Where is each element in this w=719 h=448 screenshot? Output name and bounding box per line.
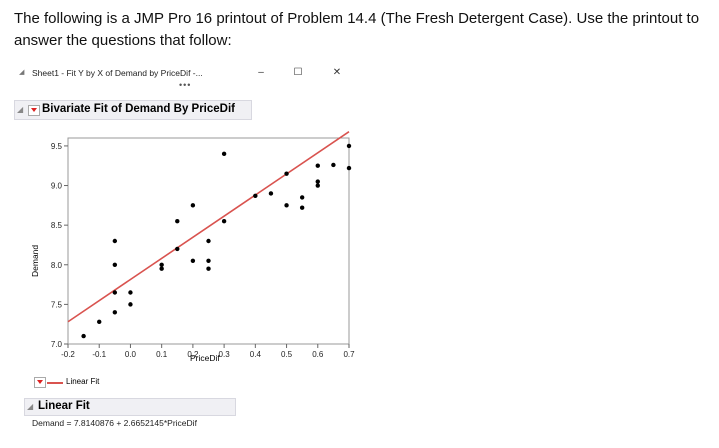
data-point (97, 319, 102, 325)
overflow-icon[interactable]: ••• (179, 80, 192, 90)
data-point (268, 191, 274, 196)
window-title: Sheet1 - Fit Y by X of Demand by PriceDi… (32, 68, 203, 78)
window-titlebar: ◢ Sheet1 - Fit Y by X of Demand by Price… (14, 62, 364, 84)
data-point (299, 205, 305, 210)
regression-fit-line (67, 131, 350, 323)
disclosure-triangle-icon[interactable]: ◢ (17, 105, 24, 114)
x-tick-label: 0.5 (281, 350, 293, 359)
x-tick-label: 0.3 (219, 350, 231, 359)
y-tick-label: 9.5 (51, 142, 63, 151)
data-point (253, 193, 258, 199)
x-tick-label: -0.2 (61, 350, 75, 359)
data-point (331, 162, 336, 168)
x-tick-label: 0.2 (187, 350, 199, 359)
minimize-button[interactable]: – (258, 67, 264, 78)
bivariate-section-header (14, 100, 252, 120)
linear-fit-menu-button[interactable] (34, 377, 46, 388)
data-point (206, 266, 211, 271)
data-point (159, 262, 164, 267)
intro-text: The following is a JMP Pro 16 printout o… (14, 10, 700, 49)
scatter-plot: 7.0 7.5 8.0 8.5 9.0 9.5 -0.2 -0.1 0.0 0.1 0.2 0.3 0… (51, 131, 355, 359)
x-tick-label: -0.1 (92, 350, 106, 359)
data-point (284, 171, 289, 176)
regression-equation: Demand = 7.8140876 + 2.6652145*PriceDif (32, 418, 197, 428)
data-point (299, 195, 305, 200)
linear-fit-title: Linear Fit (38, 400, 90, 412)
data-point (346, 143, 352, 149)
y-tick-label: 8.5 (51, 221, 63, 230)
legend-line-swatch (47, 382, 63, 384)
data-point (112, 262, 118, 267)
y-tick-label: 7.5 (51, 300, 63, 309)
linear-fit-disclosure-icon[interactable]: ◢ (27, 402, 34, 411)
data-point (175, 218, 180, 224)
jmp-app-icon: ◢ (19, 69, 25, 76)
legend-label: Linear Fit (66, 377, 100, 386)
data-point (190, 203, 196, 208)
x-tick-label: 0.0 (125, 350, 137, 359)
x-tick-label: 0.6 (312, 350, 324, 359)
x-tick-label: 0.1 (156, 350, 168, 359)
data-point (315, 183, 320, 188)
plot-frame (67, 137, 350, 345)
y-tick-label: 9.0 (51, 182, 63, 191)
x-tick-label: 0.4 (250, 350, 262, 359)
data-point (190, 258, 196, 264)
x-tick-label: 0.7 (343, 350, 355, 359)
data-point (206, 258, 211, 264)
bivariate-header-title: Bivariate Fit of Demand By PriceDif (42, 103, 235, 115)
red-triangle-menu-button[interactable] (28, 105, 40, 116)
data-point (315, 163, 320, 168)
linear-fit-section-header (24, 398, 236, 416)
jmp-report-window: ◢ Sheet1 - Fit Y by X of Demand by Price… (14, 62, 364, 442)
data-point (315, 179, 320, 184)
data-point (81, 333, 86, 339)
data-point (221, 151, 227, 157)
close-button[interactable]: ✕ (332, 67, 342, 78)
x-axis-label: PriceDif (190, 353, 220, 363)
data-point (112, 290, 118, 295)
maximize-button[interactable]: ☐ (293, 67, 303, 78)
y-tick-label: 8.0 (51, 261, 63, 270)
data-point (221, 218, 227, 224)
data-point (175, 246, 180, 252)
data-point (128, 290, 133, 295)
data-point (346, 165, 352, 171)
data-point (112, 310, 118, 315)
data-point (112, 238, 118, 244)
y-tick-label: 7.0 (51, 340, 63, 349)
data-point (159, 266, 164, 271)
data-point (128, 302, 133, 307)
data-point (206, 238, 211, 244)
data-point (284, 203, 289, 208)
